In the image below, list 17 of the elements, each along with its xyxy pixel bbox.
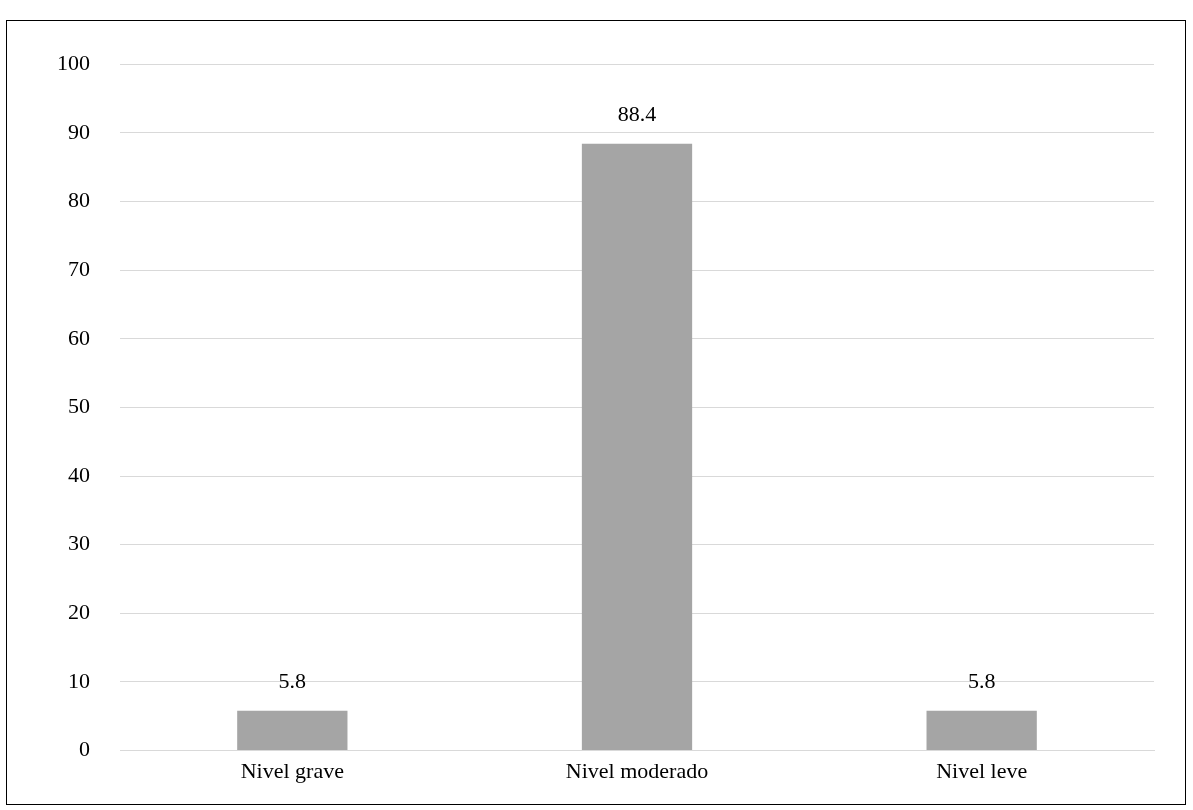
y-tick-label: 20 <box>68 599 90 625</box>
data-label: 5.8 <box>278 667 307 693</box>
y-tick-label: 70 <box>68 255 90 281</box>
y-tick-label: 30 <box>68 530 90 556</box>
data-label: 5.8 <box>967 667 996 693</box>
y-tick-label: 100 <box>57 49 90 75</box>
y-tick-label: 90 <box>68 118 90 144</box>
y-tick-label: 10 <box>68 667 90 693</box>
y-tick-label: 60 <box>68 324 90 350</box>
y-tick-label: 80 <box>68 187 90 213</box>
data-label: 88.4 <box>617 100 657 126</box>
x-tick-label: Nivel leve <box>936 757 1028 783</box>
y-tick-label: 50 <box>68 393 90 419</box>
x-tick-label: Nivel grave <box>240 757 344 783</box>
y-tick-label: 40 <box>68 461 90 487</box>
y-tick-label: 0 <box>79 736 90 762</box>
x-tick-label: Nivel moderado <box>565 757 709 783</box>
